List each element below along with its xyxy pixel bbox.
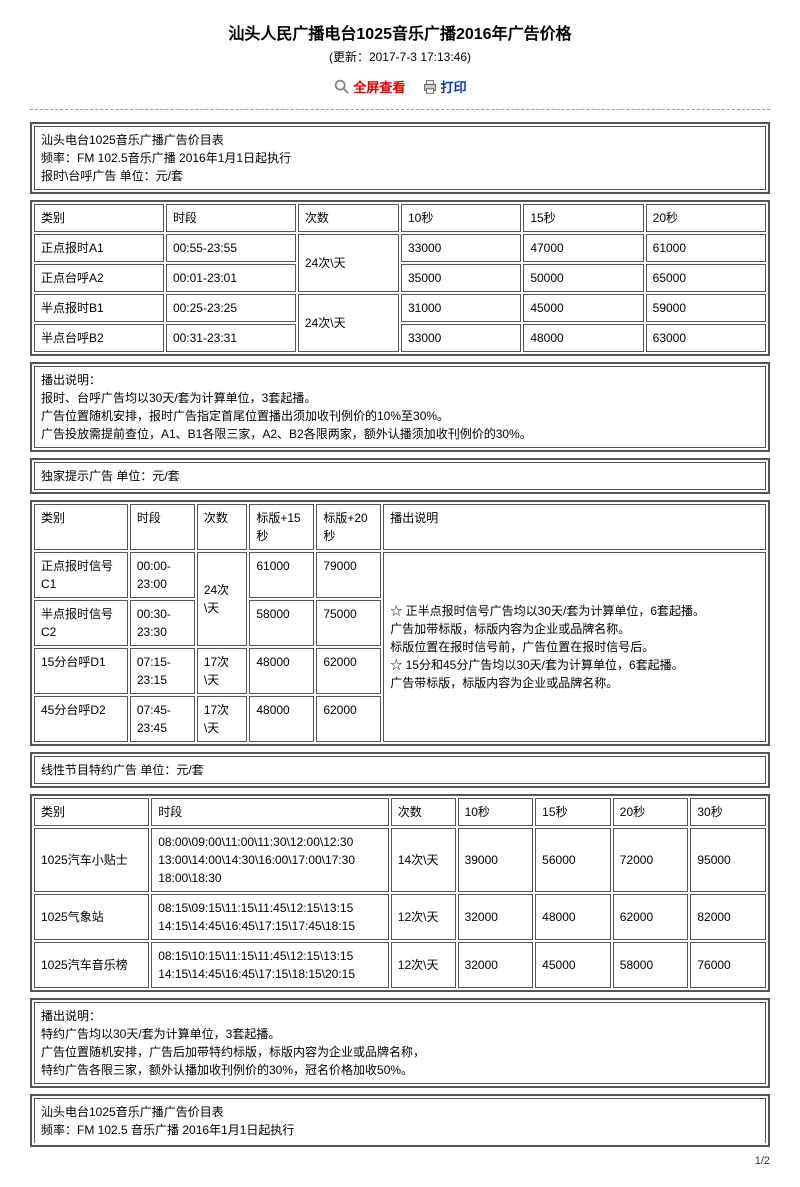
page-title: 汕头人民广播电台1025音乐广播2016年广告价格: [30, 20, 770, 44]
print-label: 打印: [441, 77, 467, 96]
info4-cell: 汕头电台1025音乐广播广告价目表 频率：FM 102.5 音乐广播 2016年…: [34, 1098, 766, 1143]
table-info2: 独家提示广告 单位：元/套: [30, 458, 770, 494]
page-update: (更新：2017-7-3 17:13:46): [30, 48, 770, 65]
table2: 类别 时段 次数 标版+15秒 标版+20秒 播出说明 正点报时信号C100:0…: [30, 500, 770, 746]
printer-icon: [421, 78, 439, 96]
table-row: 类别 时段 次数 10秒 15秒 20秒 30秒: [34, 798, 766, 826]
info1-cell: 汕头电台1025音乐广播广告价目表 频率：FM 102.5音乐广播 2016年1…: [34, 126, 766, 190]
note3-cell: 播出说明： 特约广告均以30天/套为计算单位，3套起播。 广告位置随机安排，广告…: [34, 1002, 766, 1084]
table2-desc: ☆ 正半点报时信号广告均以30天/套为计算单位，6套起播。 广告加带标版，标版内…: [383, 552, 766, 742]
table-row: 1025汽车音乐榜08:15\10:15\11:15\11:45\12:15\1…: [34, 942, 766, 988]
magnifier-icon: [333, 78, 351, 96]
table-info3: 线性节目特约广告 单位：元/套: [30, 752, 770, 788]
print-button[interactable]: 打印: [421, 77, 467, 96]
fullscreen-label: 全屏查看: [353, 77, 405, 96]
page-number: 1/2: [30, 1155, 770, 1167]
toolbar: 全屏查看 打印: [30, 77, 770, 99]
table-note1: 播出说明： 报时、台呼广告均以30天/套为计算单位，3套起播。 广告位置随机安排…: [30, 362, 770, 452]
table1: 类别 时段 次数 10秒 15秒 20秒 正点报时A100:55-23:55 2…: [30, 200, 770, 356]
table-row: 半点台呼B200:31-23:31 330004800063000: [34, 324, 766, 352]
table-row: 正点报时A100:55-23:55 24次\天 330004700061000: [34, 234, 766, 262]
info3-cell: 线性节目特约广告 单位：元/套: [34, 756, 766, 784]
table-info1: 汕头电台1025音乐广播广告价目表 频率：FM 102.5音乐广播 2016年1…: [30, 122, 770, 194]
fullscreen-button[interactable]: 全屏查看: [333, 77, 405, 96]
table-info4: 汕头电台1025音乐广播广告价目表 频率：FM 102.5 音乐广播 2016年…: [30, 1094, 770, 1147]
table-row: 正点报时信号C100:00-23:00 24次\天 6100079000 ☆ 正…: [34, 552, 766, 598]
table-row: 1025气象站08:15\09:15\11:15\11:45\12:15\13:…: [34, 894, 766, 940]
table-row: 类别 时段 次数 标版+15秒 标版+20秒 播出说明: [34, 504, 766, 550]
info2-cell: 独家提示广告 单位：元/套: [34, 462, 766, 490]
divider: [30, 109, 770, 110]
table-note3: 播出说明： 特约广告均以30天/套为计算单位，3套起播。 广告位置随机安排，广告…: [30, 998, 770, 1088]
table3: 类别 时段 次数 10秒 15秒 20秒 30秒 1025汽车小贴士08:00\…: [30, 794, 770, 992]
table-row: 正点台呼A200:01-23:01 350005000065000: [34, 264, 766, 292]
note1-cell: 播出说明： 报时、台呼广告均以30天/套为计算单位，3套起播。 广告位置随机安排…: [34, 366, 766, 448]
table-row: 1025汽车小贴士08:00\09:00\11:00\11:30\12:00\1…: [34, 828, 766, 892]
table-row: 类别 时段 次数 10秒 15秒 20秒: [34, 204, 766, 232]
table-row: 半点报时B100:25-23:25 24次\天 310004500059000: [34, 294, 766, 322]
